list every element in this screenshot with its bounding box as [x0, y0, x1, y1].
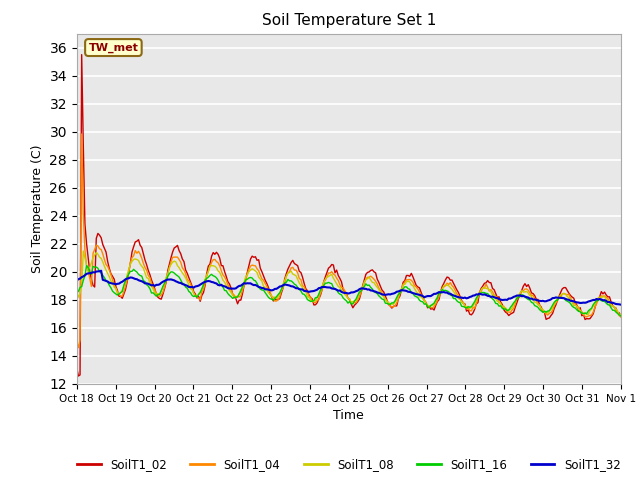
SoilT1_16: [83, 263, 90, 268]
SoilT1_04: [78, 131, 86, 137]
SoilT1_32: [617, 302, 625, 308]
SoilT1_32: [97, 268, 105, 274]
Text: TW_met: TW_met: [88, 42, 138, 53]
SoilT1_04: [75, 345, 83, 350]
SoilT1_08: [520, 289, 527, 295]
SoilT1_04: [73, 339, 81, 345]
SoilT1_02: [73, 365, 81, 371]
SoilT1_32: [195, 283, 202, 288]
SoilT1_04: [196, 297, 204, 303]
SoilT1_08: [583, 312, 591, 317]
SoilT1_02: [78, 52, 86, 58]
SoilT1_32: [526, 296, 534, 301]
SoilT1_02: [527, 290, 535, 296]
SoilT1_08: [79, 248, 87, 254]
SoilT1_02: [239, 291, 246, 297]
SoilT1_08: [73, 290, 81, 296]
Legend: SoilT1_02, SoilT1_04, SoilT1_08, SoilT1_16, SoilT1_32: SoilT1_02, SoilT1_04, SoilT1_08, SoilT1_…: [72, 454, 625, 476]
SoilT1_04: [527, 292, 535, 298]
SoilT1_08: [526, 293, 534, 299]
Title: Soil Temperature Set 1: Soil Temperature Set 1: [262, 13, 436, 28]
SoilT1_32: [237, 283, 244, 288]
SoilT1_02: [521, 281, 529, 287]
SoilT1_16: [526, 297, 534, 303]
SoilT1_32: [73, 277, 81, 283]
SoilT1_04: [239, 288, 246, 294]
SoilT1_08: [617, 312, 625, 317]
SoilT1_32: [520, 293, 527, 299]
SoilT1_08: [195, 291, 202, 297]
SoilT1_16: [73, 290, 81, 296]
SoilT1_16: [195, 292, 202, 298]
SoilT1_02: [617, 313, 625, 319]
SoilT1_04: [83, 263, 90, 268]
Line: SoilT1_32: SoilT1_32: [77, 271, 621, 305]
SoilT1_02: [381, 293, 389, 299]
Line: SoilT1_16: SoilT1_16: [77, 265, 621, 316]
SoilT1_16: [520, 292, 527, 298]
SoilT1_32: [79, 274, 87, 279]
SoilT1_04: [381, 297, 389, 302]
SoilT1_08: [380, 294, 388, 300]
SoilT1_32: [380, 292, 388, 298]
Line: SoilT1_04: SoilT1_04: [77, 134, 621, 348]
SoilT1_16: [380, 297, 388, 302]
SoilT1_02: [75, 373, 83, 379]
SoilT1_16: [79, 277, 87, 283]
SoilT1_08: [81, 255, 89, 261]
SoilT1_08: [237, 287, 244, 292]
SoilT1_02: [83, 240, 90, 246]
SoilT1_04: [617, 314, 625, 320]
Line: SoilT1_08: SoilT1_08: [77, 251, 621, 314]
SoilT1_02: [196, 299, 204, 304]
SoilT1_04: [521, 286, 529, 292]
SoilT1_16: [237, 288, 244, 294]
SoilT1_16: [617, 313, 625, 319]
X-axis label: Time: Time: [333, 409, 364, 422]
Line: SoilT1_02: SoilT1_02: [77, 55, 621, 376]
Y-axis label: Soil Temperature (C): Soil Temperature (C): [31, 144, 44, 273]
